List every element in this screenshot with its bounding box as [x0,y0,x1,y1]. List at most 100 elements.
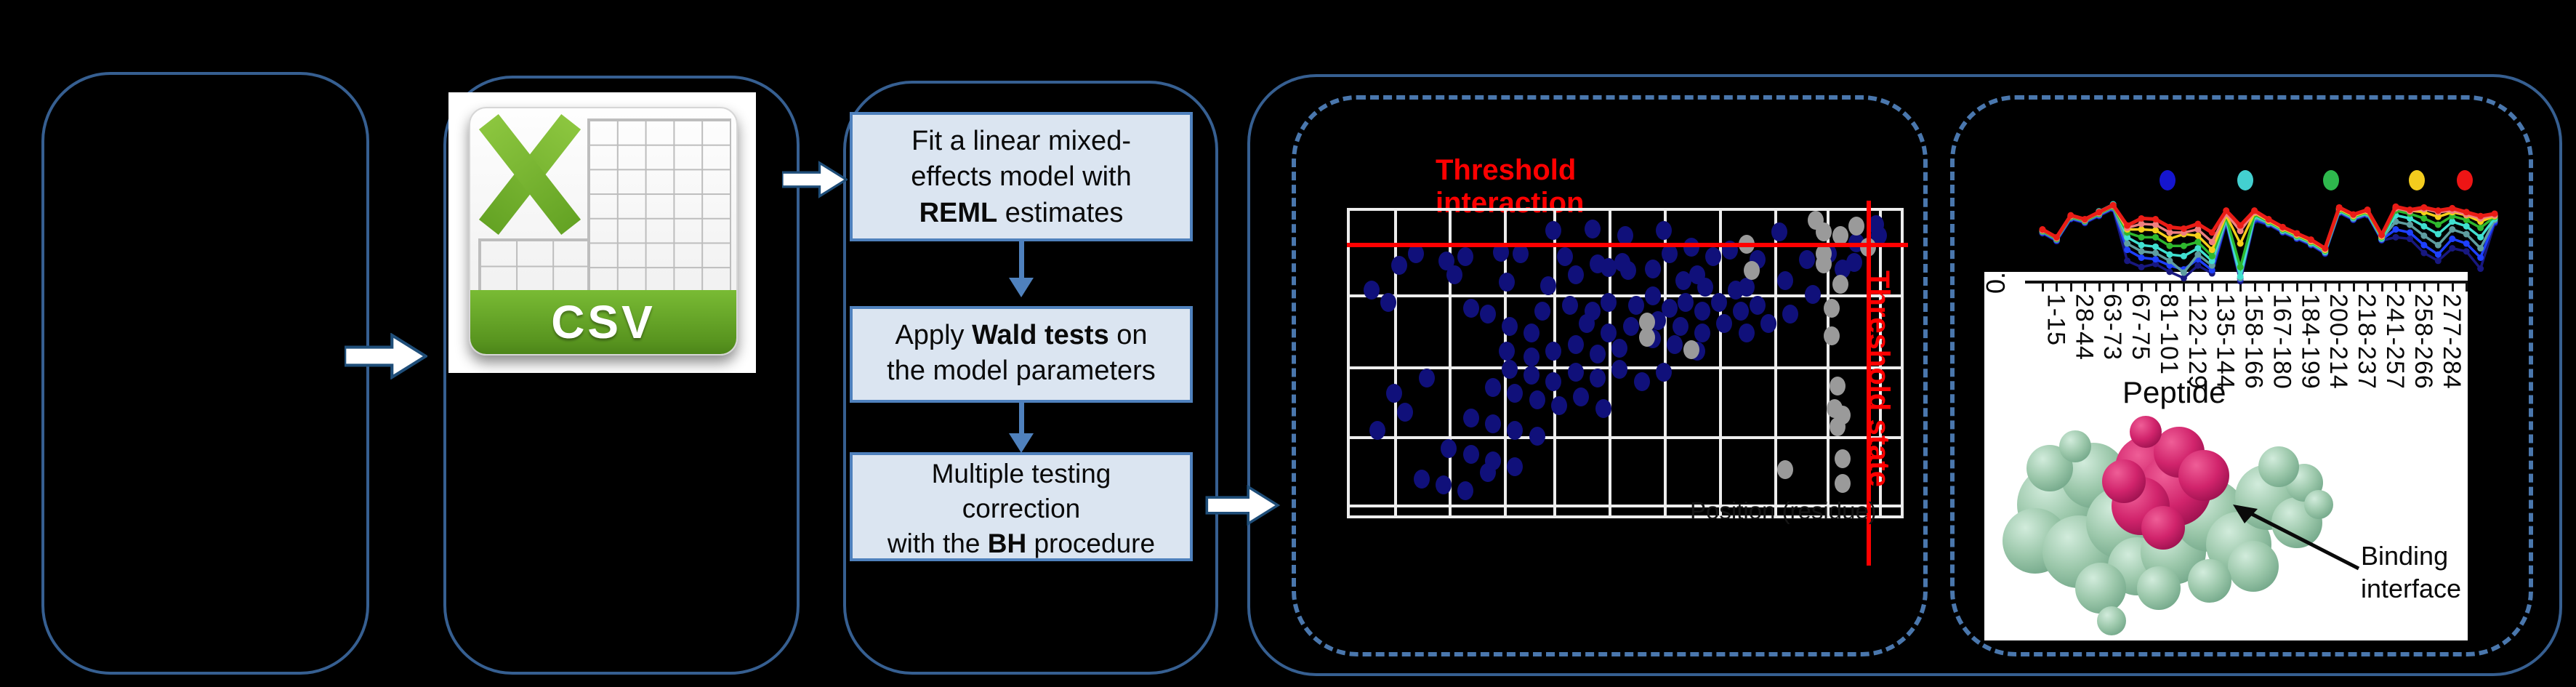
data-point-significant [1656,221,1673,241]
series-cyan-marker [2477,233,2484,241]
xaxis-tick [2268,284,2271,292]
data-point-significant [1419,369,1436,388]
xaxis-tick [2367,284,2370,292]
data-point-significant [1716,314,1733,334]
flow-step-reml: Fit a linear mixed- effects model with R… [850,112,1193,241]
series-red-marker [2124,222,2131,229]
data-point-significant [1870,225,1887,245]
xaxis-tick [2451,284,2454,292]
xaxis-tick [2069,284,2072,292]
series-green-marker [2420,214,2428,222]
data-point-nonsignificant [1835,474,1851,493]
series-navy-marker [2463,248,2470,255]
flow-step-line: Fit a linear mixed- [911,126,1131,156]
data-point-significant [1619,260,1636,280]
flow-step-wald: Apply Wald tests on the model parameters [850,306,1193,403]
series-red-marker [2463,209,2470,216]
protein-structure-image [2003,416,2360,635]
data-point-significant [1804,285,1821,305]
data-point-significant [1479,463,1496,483]
series-navy-marker [2138,263,2145,270]
data-point-nonsignificant [1835,449,1851,469]
data-point-significant [1524,347,1540,367]
xaxis-tick [2437,284,2440,292]
peptide-tick-label: 135-144 [2211,294,2239,390]
peptide-tick-label: 67-75 [2127,294,2155,361]
series-navy-marker [2166,268,2173,276]
data-point-significant [1601,292,1617,312]
series-red-marker [2335,204,2343,211]
series-blue-marker [2138,254,2145,261]
data-point-significant [1656,363,1673,382]
series-red-marker [2265,216,2272,223]
connector-arrow-head-icon [1009,433,1034,453]
data-point-significant [1601,323,1617,342]
threshold-state-line [1867,201,1872,566]
series-blue-marker [2406,229,2413,236]
data-point-significant [1369,420,1385,440]
data-point-significant [1380,292,1397,312]
flow-arrow-icon [782,161,848,198]
series-red-marker [2279,223,2286,230]
peptide-tick-label: 28-44 [2070,294,2098,361]
series-teal-marker [2124,240,2131,247]
gridline-v [1393,211,1397,515]
series-cyan-marker [2463,222,2470,230]
legend-dot-icon [2457,170,2473,190]
data-point-significant [1601,257,1617,277]
data-point-significant [1551,396,1568,416]
data-point-significant [1578,314,1595,334]
series-teal-marker [2420,232,2428,239]
data-point-nonsignificant [1824,299,1840,318]
gridline-v [1609,211,1612,515]
data-point-significant [1507,384,1524,403]
xaxis-tick [2183,284,2186,292]
xaxis-tick [2324,284,2327,292]
series-blue-marker [2477,254,2484,261]
data-point-significant [1694,323,1711,342]
gridline-h [1350,505,1901,508]
series-red-marker [2307,236,2314,244]
series-yellow-marker [2237,240,2244,247]
series-teal-marker [2434,241,2442,249]
data-point-significant [1407,244,1424,263]
data-point-significant [1661,244,1678,263]
xaxis-tick [2310,284,2313,292]
series-red-marker [2364,206,2371,214]
xaxis-tick [2253,284,2256,292]
data-point-nonsignificant [1832,274,1848,294]
data-point-significant [1705,246,1722,266]
data-point-significant [1584,220,1601,239]
series-navy-marker [2434,257,2442,265]
legend-dot-icon [2160,170,2175,190]
series-cyan-marker [2194,244,2202,252]
series-red-marker [2096,209,2103,216]
data-point-significant [1694,302,1711,321]
gridline-v [1826,211,1830,515]
data-point-significant [1749,295,1766,315]
series-red-marker [2449,204,2456,212]
gridline-v [1774,211,1777,515]
series-salmon-marker [2152,221,2160,228]
data-point-significant [1846,253,1862,273]
series-cyan-marker [2138,241,2145,249]
xaxis-tick [2168,284,2171,292]
data-point-significant [1628,295,1645,315]
data-point-significant [1782,305,1799,324]
series-blue-marker [2420,241,2428,249]
data-point-significant [1562,295,1579,315]
excel-x-icon [479,114,581,236]
scatter-xaxis-label: Position (residue) [1690,497,1877,524]
series-teal-marker [2406,221,2413,228]
series-teal-marker [2477,244,2484,252]
series-navy-marker [2180,275,2187,282]
series-red-marker [2067,212,2074,219]
series-yellow-marker [2152,227,2160,234]
peptide-tick-label: 218-237 [2353,294,2381,390]
series-yellow-marker [2166,236,2173,243]
connector-arrow-line [1019,403,1024,433]
data-point-significant [1675,271,1691,291]
xaxis-tick [2395,284,2397,292]
xaxis-tick [2084,284,2087,292]
